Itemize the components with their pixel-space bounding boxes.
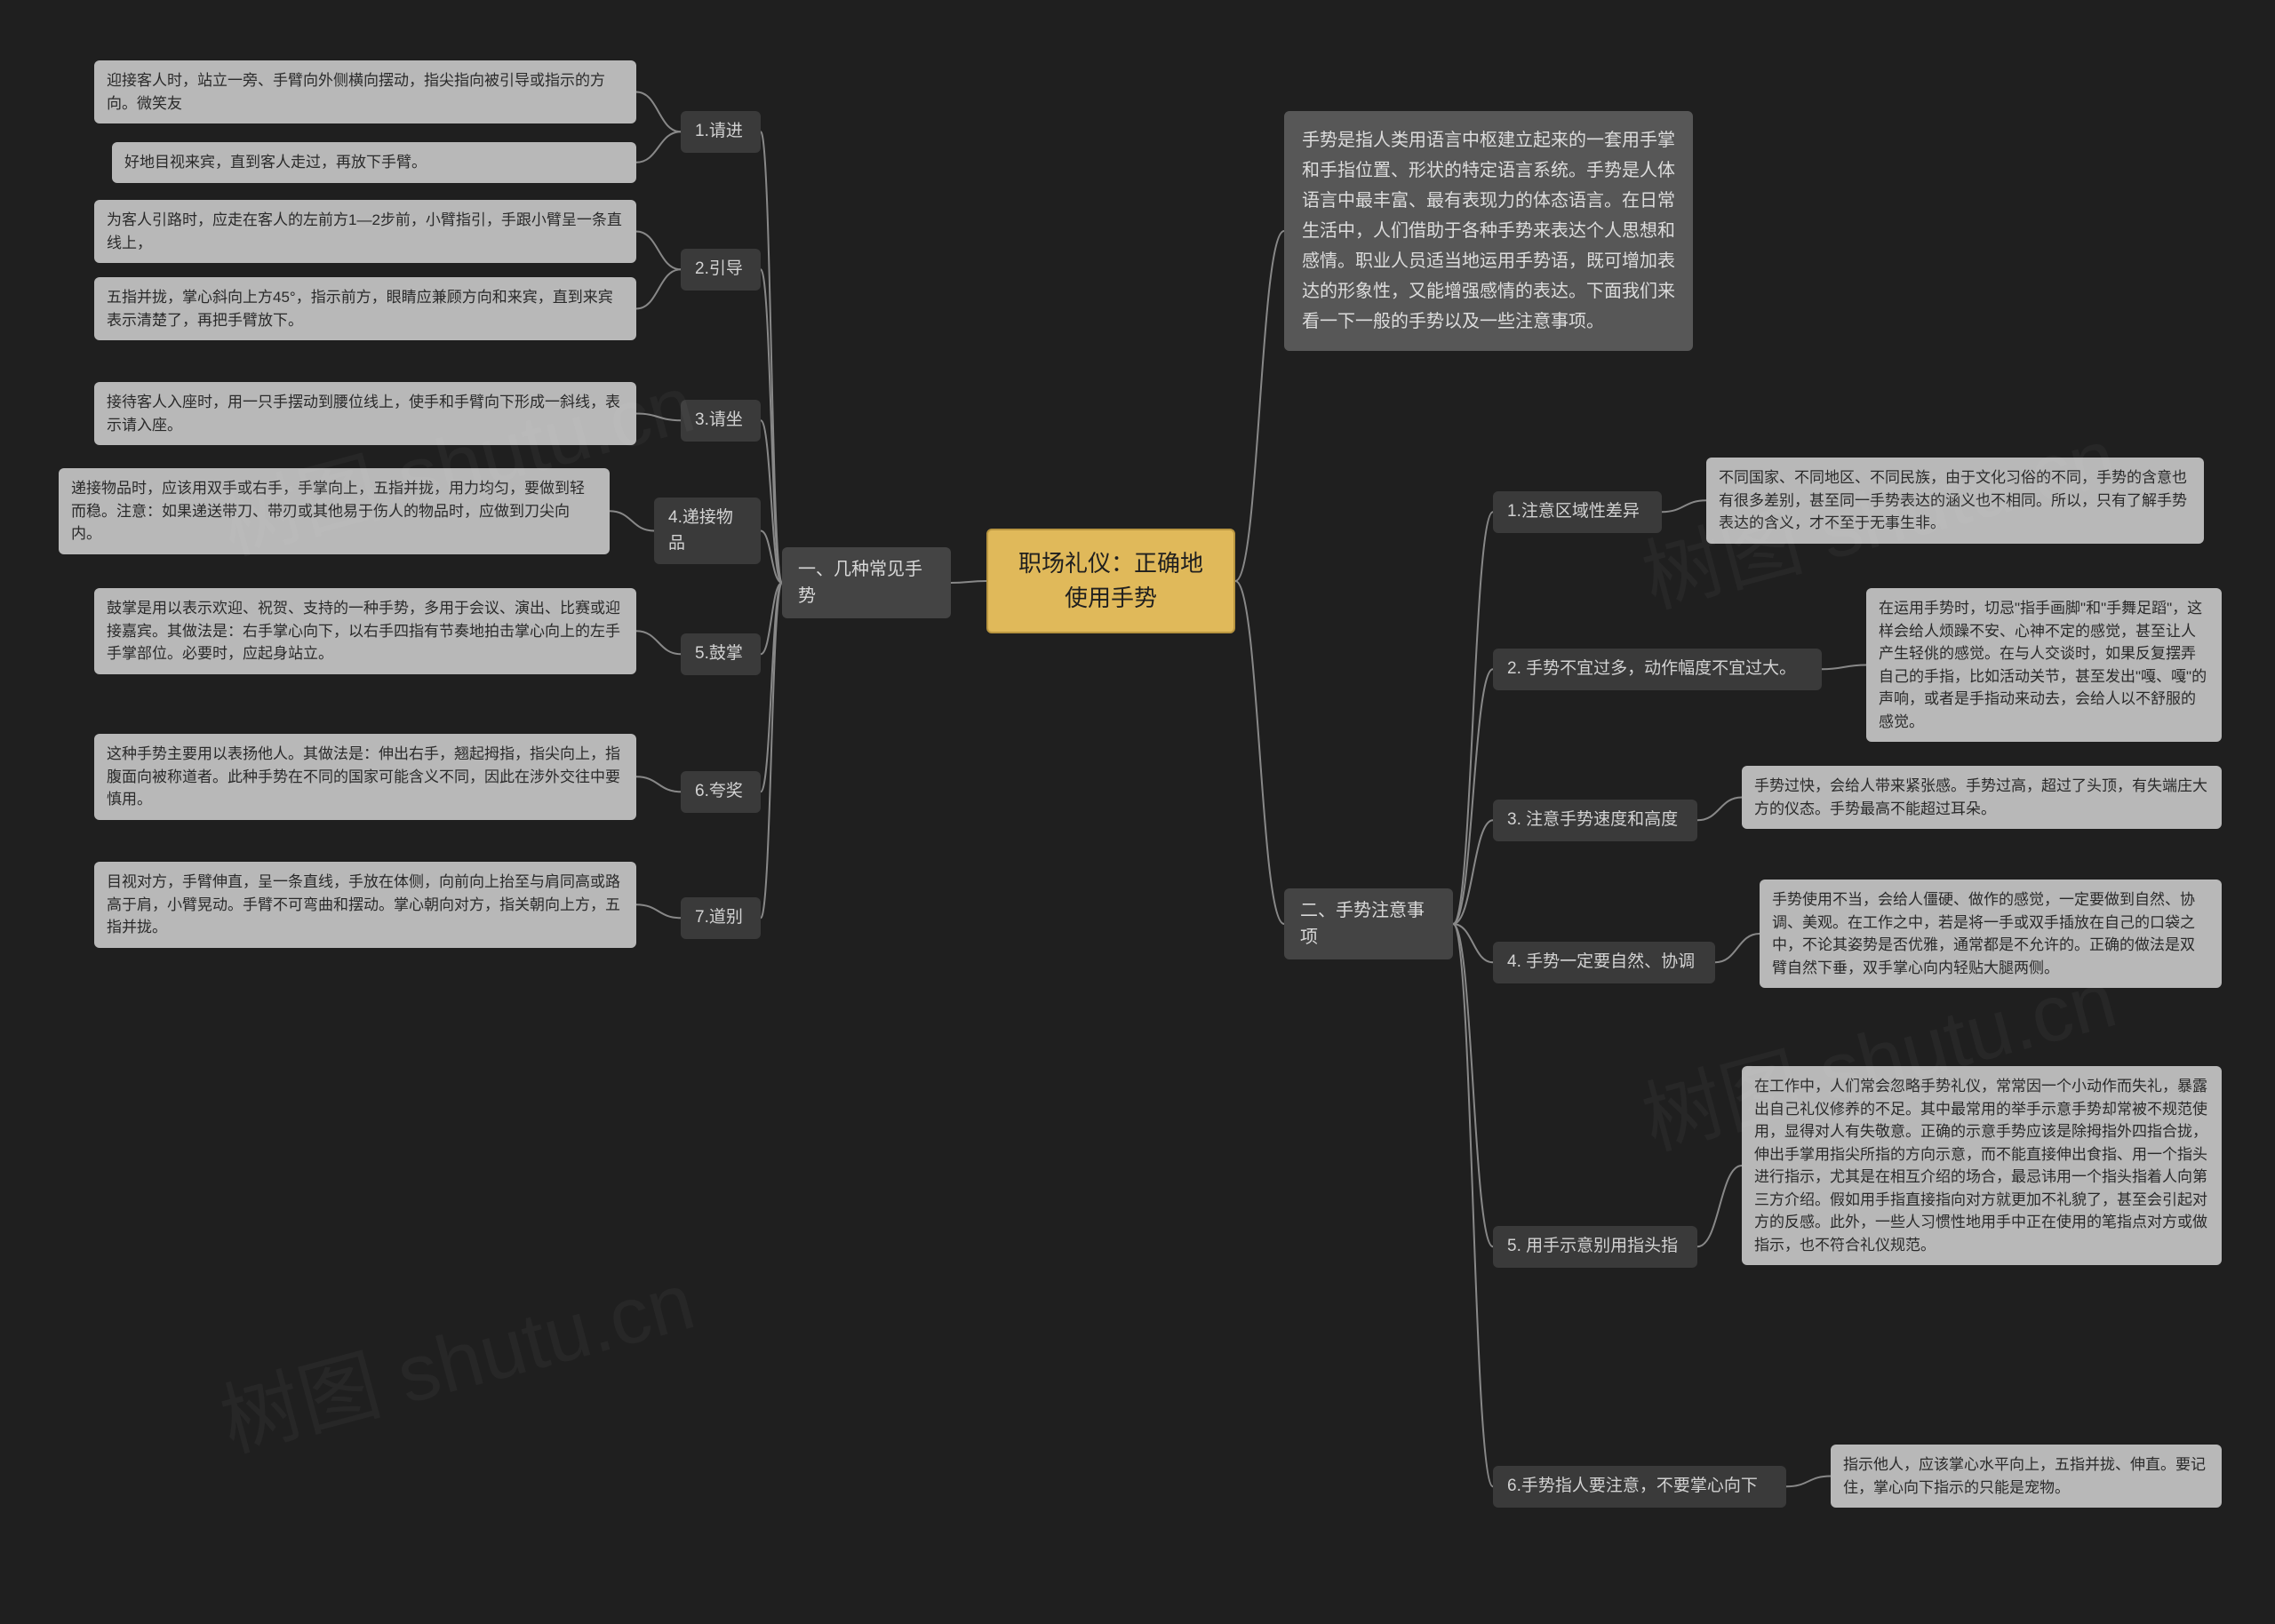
right-leaf-6-1: 指示他人，应该掌心水平向上，五指并拢、伸直。要记住，掌心向下指示的只能是宠物。 <box>1831 1445 2222 1508</box>
left-leaf-7-1: 目视对方，手臂伸直，呈一条直线，手放在体侧，向前向上抬至与肩同高或路高于肩，小臂… <box>94 862 636 948</box>
left-sub-5: 5.鼓掌 <box>681 633 761 675</box>
left-sub-7: 7.道别 <box>681 897 761 939</box>
intro-block: 手势是指人类用语言中枢建立起来的一套用手掌和手指位置、形状的特定语言系统。手势是… <box>1284 111 1693 351</box>
right-leaf-1-1: 不同国家、不同地区、不同民族，由于文化习俗的不同，手势的含意也有很多差别，甚至同… <box>1706 458 2204 544</box>
left-sub-2: 2.引导 <box>681 249 761 291</box>
right-leaf-5-1: 在工作中，人们常会忽略手势礼仪，常常因一个小动作而失礼，暴露出自己礼仪修养的不足… <box>1742 1066 2222 1265</box>
left-leaf-1-1: 迎接客人时，站立一旁、手臂向外侧横向摆动，指尖指向被引导或指示的方向。微笑友 <box>94 60 636 123</box>
left-leaf-1-2: 好地目视来宾，直到客人走过，再放下手臂。 <box>112 142 636 183</box>
right-sub-5: 5. 用手示意别用指头指 <box>1493 1226 1697 1268</box>
left-leaf-2-1: 为客人引路时，应走在客人的左前方1—2步前，小臂指引，手跟小臂呈一条直线上， <box>94 200 636 263</box>
left-leaf-2-2: 五指并拢，掌心斜向上方45°，指示前方，眼睛应兼顾方向和来宾，直到来宾表示清楚了… <box>94 277 636 340</box>
left-leaf-5-1: 鼓掌是用以表示欢迎、祝贺、支持的一种手势，多用于会议、演出、比赛或迎接嘉宾。其做… <box>94 588 636 674</box>
left-sub-1: 1.请进 <box>681 111 761 153</box>
center-topic: 职场礼仪：正确地使用手势 <box>986 529 1235 633</box>
left-sub-6: 6.夸奖 <box>681 771 761 813</box>
right-leaf-3-1: 手势过快，会给人带来紧张感。手势过高，超过了头顶，有失端庄大方的仪态。手势最高不… <box>1742 766 2222 829</box>
left-leaf-6-1: 这种手势主要用以表扬他人。其做法是：伸出右手，翘起拇指，指尖向上，指腹面向被称道… <box>94 734 636 820</box>
right-sub-6: 6.手势指人要注意，不要掌心向下 <box>1493 1466 1786 1508</box>
right-leaf-4-1: 手势使用不当，会给人僵硬、做作的感觉，一定要做到自然、协调、美观。在工作之中，若… <box>1760 880 2222 988</box>
left-branch: 一、几种常见手势 <box>782 547 951 618</box>
right-sub-3: 3. 注意手势速度和高度 <box>1493 800 1697 841</box>
left-leaf-3-1: 接待客人入座时，用一只手摆动到腰位线上，使手和手臂向下形成一斜线，表示请入座。 <box>94 382 636 445</box>
right-sub-1: 1.注意区域性差异 <box>1493 491 1662 533</box>
right-sub-2: 2. 手势不宜过多，动作幅度不宜过大。 <box>1493 649 1822 690</box>
right-sub-4: 4. 手势一定要自然、协调 <box>1493 942 1715 983</box>
left-sub-4: 4.递接物品 <box>654 498 761 564</box>
right-leaf-2-1: 在运用手势时，切忌"指手画脚"和"手舞足蹈"，这样会给人烦躁不安、心神不定的感觉… <box>1866 588 2222 742</box>
left-leaf-4-1: 递接物品时，应该用双手或右手，手掌向上，五指并拢，用力均匀，要做到轻而稳。注意：… <box>59 468 610 554</box>
right-branch: 二、手势注意事项 <box>1284 888 1453 959</box>
mindmap-canvas: 职场礼仪：正确地使用手势 手势是指人类用语言中枢建立起来的一套用手掌和手指位置、… <box>0 0 2275 1624</box>
watermark: 树图 shutu.cn <box>206 1237 704 1474</box>
left-sub-3: 3.请坐 <box>681 400 761 442</box>
